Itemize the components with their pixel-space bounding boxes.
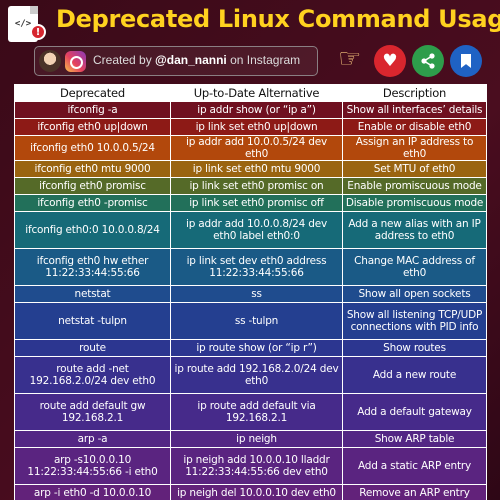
credit-suffix: on Instagram: [226, 53, 301, 67]
description-cell: Show all open sockets: [342, 285, 487, 303]
header-description: Description: [342, 84, 487, 102]
table-row: netstat ss Show all open sockets: [14, 285, 487, 303]
table-row: ifconfig eth0 mtu 9000 ip link set eth0 m…: [14, 160, 487, 178]
credit-prefix: Created by: [93, 53, 156, 67]
instagram-icon: [65, 51, 86, 72]
description-cell: Add a default gateway: [342, 393, 487, 431]
deprecated-cell: route add default gw 192.168.2.1: [14, 393, 171, 431]
header-alternative: Up-to-Date Alternative: [170, 84, 343, 102]
table-row: ifconfig eth0 up|down ip link set eth0 up…: [14, 118, 487, 136]
pointing-hand-icon: ☞: [338, 44, 362, 74]
alternative-cell: ss: [170, 285, 343, 303]
page-title: Deprecated Linux Command Usage: [56, 5, 500, 33]
code-file-icon: </>: [8, 6, 38, 42]
deprecated-cell: netstat: [14, 285, 171, 303]
alternative-cell: ip neigh add 10.0.0.10 lladdr 11:22:33:4…: [170, 447, 343, 485]
command-table: Deprecated Up-to-Date Alternative Descri…: [14, 84, 487, 500]
table-header-row: Deprecated Up-to-Date Alternative Descri…: [14, 84, 487, 102]
header: </> ! Deprecated Linux Command Usage Cre…: [0, 0, 500, 82]
deprecated-cell: ifconfig -a: [14, 101, 171, 119]
alternative-cell: ip route add default via 192.168.2.1: [170, 393, 343, 431]
table-row: arp -i eth0 -d 10.0.0.10 ip neigh del 10.…: [14, 484, 487, 500]
deprecated-cell: arp -s10.0.0.10 11:22:33:44:55:66 -i eth…: [14, 447, 171, 485]
alternative-cell: ip neigh del 10.0.0.10 dev eth0: [170, 484, 343, 500]
alternative-cell: ip link set eth0 promisc off: [170, 194, 343, 212]
deprecated-cell: arp -a: [14, 430, 171, 448]
deprecated-cell: ifconfig eth0 promisc: [14, 177, 171, 195]
header-deprecated: Deprecated: [14, 84, 171, 102]
alternative-cell: ss -tulpn: [170, 302, 343, 340]
description-cell: Show all listening TCP/UDP connections w…: [342, 302, 487, 340]
description-cell: Add a new alias with an IP address to et…: [342, 211, 487, 249]
description-cell: Remove an ARP entry: [342, 484, 487, 500]
bookmark-icon: [461, 54, 471, 68]
deprecated-cell: ifconfig eth0 up|down: [14, 118, 171, 136]
like-button[interactable]: ♥: [374, 45, 406, 77]
avatar: [39, 50, 61, 72]
description-cell: Enable or disable eth0: [342, 118, 487, 136]
deprecated-cell: ifconfig eth0 hw ether 11:22:33:44:55:66: [14, 248, 171, 286]
credit-handle[interactable]: @dan_nanni: [155, 53, 227, 67]
file-fold-corner: [30, 6, 38, 14]
description-cell: Change MAC address of eth0: [342, 248, 487, 286]
description-cell: Show all interfaces’ details: [342, 101, 487, 119]
description-cell: Show routes: [342, 339, 487, 357]
alternative-cell: ip route show (or “ip r”): [170, 339, 343, 357]
deprecated-cell: route add -net 192.168.2.0/24 dev eth0: [14, 356, 171, 394]
alternative-cell: ip link set eth0 promisc on: [170, 177, 343, 195]
table-row: route add default gw 192.168.2.1 ip route…: [14, 393, 487, 431]
table-row: ifconfig eth0:0 10.0.0.8/24 ip addr add 1…: [14, 211, 487, 249]
deprecated-cell: ifconfig eth0:0 10.0.0.8/24: [14, 211, 171, 249]
alternative-cell: ip link set dev eth0 address 11:22:33:44…: [170, 248, 343, 286]
bookmark-button[interactable]: [450, 45, 482, 77]
deprecated-cell: ifconfig eth0 mtu 9000: [14, 160, 171, 178]
deprecated-cell: route: [14, 339, 171, 357]
table-row: ifconfig eth0 -promisc ip link set eth0 p…: [14, 194, 487, 212]
alternative-cell: ip addr show (or “ip a”): [170, 101, 343, 119]
deprecated-cell: ifconfig eth0 -promisc: [14, 194, 171, 212]
alternative-cell: ip route add 192.168.2.0/24 dev eth0: [170, 356, 343, 394]
code-glyph: </>: [14, 19, 32, 29]
deprecated-cell: ifconfig eth0 10.0.0.5/24: [14, 135, 171, 161]
share-button[interactable]: [412, 45, 444, 77]
table-row: arp -s10.0.0.10 11:22:33:44:55:66 -i eth…: [14, 447, 487, 485]
table-body: ifconfig -a ip addr show (or “ip a”) Show …: [14, 101, 487, 500]
description-cell: Show ARP table: [342, 430, 487, 448]
credit-box[interactable]: Created by @dan_nanni on Instagram: [34, 46, 318, 76]
alternative-cell: ip link set eth0 up|down: [170, 118, 343, 136]
deprecated-cell: arp -i eth0 -d 10.0.0.10: [14, 484, 171, 500]
alternative-cell: ip link set eth0 mtu 9000: [170, 160, 343, 178]
description-cell: Set MTU of eth0: [342, 160, 487, 178]
description-cell: Disable promiscuous mode: [342, 194, 487, 212]
table-row: netstat -tulpn ss -tulpn Show all listenin…: [14, 302, 487, 340]
table-row: arp -a ip neigh Show ARP table: [14, 430, 487, 448]
share-icon: [421, 53, 435, 69]
alternative-cell: ip addr add 10.0.0.8/24 dev eth0 label e…: [170, 211, 343, 249]
credit-text: Created by @dan_nanni on Instagram: [93, 53, 300, 67]
table-row: route add -net 192.168.2.0/24 dev eth0 ip…: [14, 356, 487, 394]
warning-icon: !: [30, 24, 46, 40]
table-row: ifconfig eth0 hw ether 11:22:33:44:55:66…: [14, 248, 487, 286]
description-cell: Enable promiscuous mode: [342, 177, 487, 195]
table-row: ifconfig eth0 10.0.0.5/24 ip addr add 10.…: [14, 135, 487, 161]
alternative-cell: ip addr add 10.0.0.5/24 dev eth0: [170, 135, 343, 161]
description-cell: Assign an IP address to eth0: [342, 135, 487, 161]
table-row: ifconfig -a ip addr show (or “ip a”) Show …: [14, 101, 487, 119]
alternative-cell: ip neigh: [170, 430, 343, 448]
description-cell: Add a new route: [342, 356, 487, 394]
heart-icon: ♥: [382, 51, 398, 71]
deprecated-cell: netstat -tulpn: [14, 302, 171, 340]
description-cell: Add a static ARP entry: [342, 447, 487, 485]
table-row: ifconfig eth0 promisc ip link set eth0 pr…: [14, 177, 487, 195]
table-row: route ip route show (or “ip r”) Show route…: [14, 339, 487, 357]
